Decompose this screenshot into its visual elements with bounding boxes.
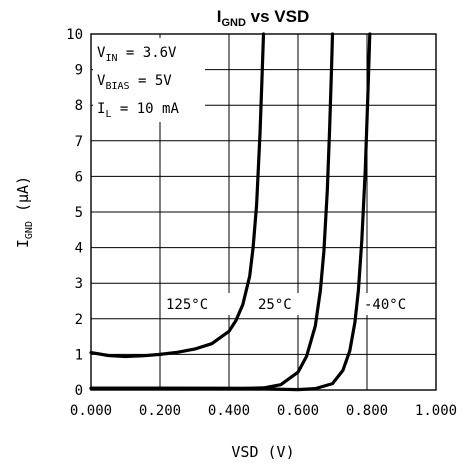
x-tick-label: 0.600 [277, 403, 319, 419]
conditions-background [93, 38, 205, 122]
series-label-25c: 25°C [258, 297, 292, 313]
x-tick-label: 0.000 [70, 403, 112, 419]
series-line-0 [89, 32, 266, 359]
y-tick-label: 0 [75, 383, 83, 399]
y-tick-label: 2 [75, 312, 83, 328]
y-tick-label: 3 [75, 276, 83, 292]
y-tick-label: 5 [75, 205, 83, 221]
y-tick-label: 7 [75, 134, 83, 150]
series-label-minus40c: -40°C [364, 297, 406, 313]
y-axis-label: IGND (μA) [14, 176, 35, 248]
y-tick-label: 6 [75, 169, 83, 185]
tick-labels: 0.000 0.200 0.400 0.600 0.800 1.000 0 1 2 3 4 5 6 7 8 9… [66, 27, 457, 419]
y-tick-label: 8 [75, 98, 83, 114]
condition-vin: VIN = 3.6V [97, 45, 177, 64]
plot-frame [90, 33, 437, 391]
x-tick-label: 0.800 [346, 403, 388, 419]
series-label-125c: 125°C [166, 297, 208, 313]
condition-vbias: VBIAS = 5V [97, 73, 172, 92]
x-tick-label: 0.400 [208, 403, 250, 419]
series-label-125-background [163, 293, 233, 315]
series-label-25-background [256, 293, 302, 315]
y-tick-label: 1 [75, 347, 83, 363]
series-label-m40-background [362, 293, 432, 315]
conditions-annotation: VIN = 3.6V VBIAS = 5V IL = 10 mA [93, 38, 205, 122]
chart-title: IGND vs VSD [217, 7, 310, 29]
condition-il: IL = 10 mA [97, 101, 179, 120]
x-axis-label: VSD (V) [231, 443, 294, 461]
x-tick-label: 1.000 [415, 403, 457, 419]
x-tick-label: 0.200 [139, 403, 181, 419]
y-tick-label: 9 [75, 63, 83, 79]
y-tick-label: 4 [75, 241, 83, 257]
y-tick-label: 10 [66, 27, 83, 43]
